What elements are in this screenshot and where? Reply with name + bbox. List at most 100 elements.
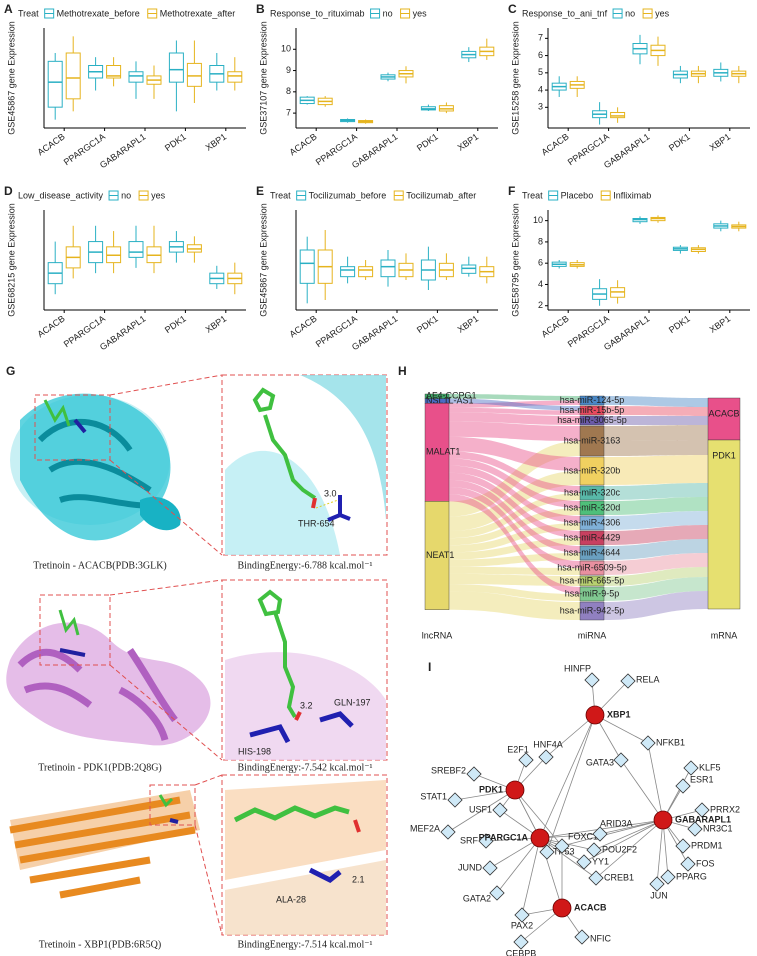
sankey-flow	[604, 497, 708, 515]
y-axis-title: GSE45867 gene Expression	[6, 21, 16, 135]
tf-node	[675, 778, 691, 794]
mirna-node	[579, 530, 605, 546]
network-edge	[647, 742, 664, 821]
lncrna-node	[424, 501, 450, 610]
y-tick-label: 4	[538, 84, 543, 94]
tf-node	[620, 673, 636, 689]
tf-label: STAT1	[420, 791, 447, 801]
sankey-axis-label: miRNA	[578, 630, 607, 640]
sankey-axis-label: lncRNA	[422, 630, 453, 640]
tf-label: NFKB1	[656, 737, 685, 747]
x-tick-label: PDK1	[163, 131, 188, 153]
x-tick-label: XBP1	[708, 313, 733, 334]
legend-title: Response_to_rituximab	[270, 8, 365, 18]
tf-node	[478, 833, 494, 849]
tf-label: POU2F2	[602, 844, 637, 854]
legend-label: Methotrexate_before	[57, 8, 140, 18]
box	[186, 62, 202, 87]
sankey-flow	[604, 483, 708, 500]
lncrna-label: AF4-CCPG1	[426, 391, 477, 401]
tf-label: SRF	[460, 835, 479, 845]
y-tick-label: 6	[538, 50, 543, 60]
network-edge	[593, 819, 664, 851]
tf-label: ESR1	[690, 774, 714, 784]
sankey-flow	[449, 538, 580, 560]
y-tick-label: 7	[286, 107, 291, 117]
tf-node	[447, 792, 463, 808]
lncrna-label: NEAT1	[426, 550, 454, 560]
sankey-flow	[449, 566, 580, 575]
x-tick-label: XBP1	[456, 313, 481, 334]
sankey-flow	[449, 508, 580, 546]
x-tick-label: PDK1	[415, 131, 440, 153]
lncrna-label: NSL1L-AS1	[426, 395, 474, 405]
mirna-node	[579, 395, 605, 406]
tf-label: HNF4A	[533, 739, 563, 749]
sankey-flow	[449, 458, 580, 508]
tf-node	[660, 869, 676, 885]
gene-label: ACACB	[574, 902, 607, 912]
sankey-flow	[604, 539, 708, 560]
y-axis-title: GSE68215 gene Expression	[6, 203, 16, 317]
network-edge	[662, 819, 669, 878]
sankey-flow	[449, 591, 580, 620]
mrna-node	[707, 397, 741, 441]
tf-label: NR3C1	[703, 823, 733, 833]
x-tick-label: PDK1	[667, 131, 692, 153]
tf-node	[640, 735, 656, 751]
lncrna-node	[424, 403, 450, 502]
box	[65, 52, 81, 100]
mirna-node	[579, 500, 605, 516]
sankey-flow	[449, 436, 580, 471]
sankey-flow	[449, 465, 580, 523]
binding-energy: BindingEnergy:-7.514 kcal.mol⁻¹	[237, 939, 372, 950]
sankey-flow	[604, 591, 708, 620]
tf-node	[489, 885, 505, 901]
tf-label: JUND	[458, 862, 482, 872]
network-edge	[447, 789, 516, 833]
network-edge	[594, 714, 649, 744]
legend-label: yes	[655, 8, 670, 18]
box	[128, 241, 144, 258]
sankey-flow	[449, 493, 580, 539]
x-tick-label: PDK1	[667, 313, 692, 335]
docking-caption: Tretinoin - ACACB(PDB:3GLK)	[33, 560, 167, 571]
sankey-flow	[449, 573, 580, 586]
mirna-node	[579, 545, 605, 561]
panel-label: A	[4, 2, 13, 16]
network-edge	[539, 837, 597, 879]
mirna-label: hsa-miR-320c	[564, 487, 621, 497]
network-edge	[496, 837, 541, 894]
tf-label: SREBF2	[431, 765, 466, 775]
gene-label: GABARAPL1	[675, 814, 731, 824]
sankey-flow	[449, 494, 580, 594]
box	[461, 264, 477, 274]
mirna-node	[579, 515, 605, 531]
legend-label: Tocilizumab_before	[309, 190, 387, 200]
panel-label: C	[508, 2, 517, 16]
y-axis-title: GSE58795 gene Expression	[510, 203, 520, 317]
network-edge	[545, 714, 596, 758]
tf-node	[694, 802, 710, 818]
tf-label: NFIC	[590, 933, 611, 943]
panel-label: H	[398, 364, 407, 378]
box	[47, 60, 63, 108]
x-tick-label: ACACB	[36, 313, 67, 339]
mirna-node	[579, 415, 605, 426]
sankey-flow	[449, 553, 580, 567]
tf-label: CEBPB	[506, 948, 537, 956]
tf-label: PRDM1	[691, 840, 723, 850]
gene-node	[505, 780, 525, 800]
sankey-flow	[449, 471, 580, 531]
tf-label: USF1	[469, 804, 492, 814]
docking-caption: Tretinoin - PDK1(PDB:2Q8G)	[38, 762, 162, 773]
zoom-pdk1	[225, 589, 386, 760]
zoom-xbp1	[225, 780, 386, 935]
tf-label: MEF2A	[410, 823, 440, 833]
sankey-flow	[449, 407, 580, 415]
protein-acacb	[10, 393, 181, 541]
tf-label: CREB1	[604, 872, 634, 882]
legend-title: Treat	[270, 190, 291, 200]
y-tick-label: 2	[538, 300, 543, 310]
mirna-node	[579, 485, 605, 501]
